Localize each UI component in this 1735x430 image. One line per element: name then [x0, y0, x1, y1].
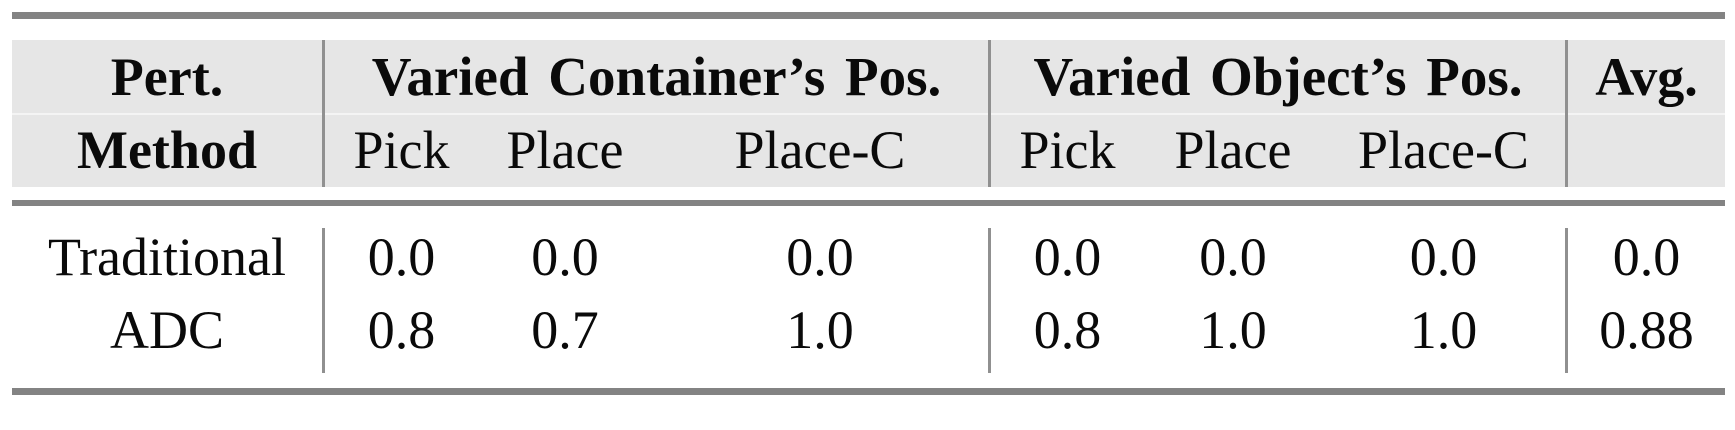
header-group1-title: Varied Container’s Pos. — [371, 46, 942, 107]
header-group1-pick: Pick — [325, 113, 478, 187]
header-avg-empty — [1568, 113, 1725, 187]
vertical-separator — [322, 220, 325, 373]
header-group2-pick: Pick — [991, 113, 1144, 187]
row-adc-g2-place: 1.0 — [1199, 299, 1267, 360]
table-mid-rule — [12, 200, 1725, 206]
header-avg: Avg. — [1595, 46, 1698, 107]
vertical-separator — [1565, 220, 1568, 373]
header-group1-place-c: Place-C — [652, 113, 988, 187]
row-traditional-g2-place: 0.0 — [1199, 226, 1267, 287]
vertical-separator — [322, 40, 325, 187]
row-traditional-method: Traditional — [47, 226, 287, 287]
header-group2-place: Place — [1144, 113, 1322, 187]
header-method-line2: Method — [12, 113, 322, 187]
row-adc-g1-place-c: 1.0 — [786, 299, 854, 360]
vertical-separator — [988, 220, 991, 373]
row-adc-g1-place: 0.7 — [531, 299, 599, 360]
table-header: Pert. Method Varied Container’s Pos. Pic… — [12, 40, 1725, 187]
table-bottom-rule — [12, 388, 1725, 395]
row-adc-avg: 0.88 — [1599, 299, 1694, 360]
vertical-separator — [988, 40, 991, 187]
header-group2-title: Varied Object’s Pos. — [1033, 46, 1523, 107]
table-body: Traditional 0.0 0.0 0.0 0.0 0.0 0.0 0.0 … — [12, 206, 1725, 388]
row-traditional-g2-pick: 0.0 — [1033, 226, 1102, 287]
row-traditional-g1-place-c: 0.0 — [786, 226, 854, 287]
vertical-separator — [1565, 40, 1568, 187]
row-traditional-avg: 0.0 — [1612, 226, 1681, 287]
header-group1-place: Place — [478, 113, 652, 187]
header-method-line1: Pert. — [110, 46, 224, 107]
header-group2-place-c: Place-C — [1322, 113, 1565, 187]
row-traditional-g1-pick: 0.0 — [367, 226, 436, 287]
table-top-rule — [12, 12, 1725, 19]
row-adc-g2-pick: 0.8 — [1033, 299, 1102, 360]
results-table: Pert. Method Varied Container’s Pos. Pic… — [12, 12, 1725, 395]
row-adc-method: ADC — [109, 299, 224, 360]
row-adc-g1-pick: 0.8 — [367, 299, 436, 360]
row-adc-g2-place-c: 1.0 — [1409, 299, 1478, 360]
row-traditional-g1-place: 0.0 — [531, 226, 599, 287]
row-traditional-g2-place-c: 0.0 — [1409, 226, 1478, 287]
